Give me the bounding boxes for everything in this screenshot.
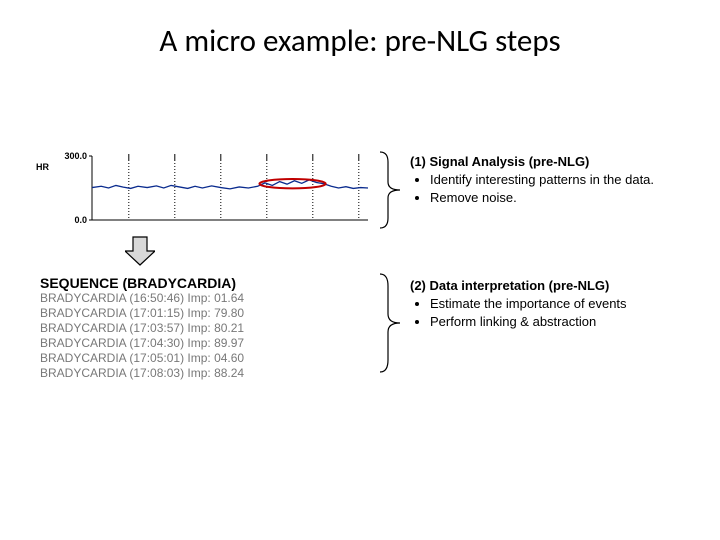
sequence-row: BRADYCARDIA (16:50:46) Imp: 01.64 [40, 291, 370, 306]
sequence-row: BRADYCARDIA (17:08:03) Imp: 88.24 [40, 366, 370, 381]
sequence-row: BRADYCARDIA (17:01:15) Imp: 79.80 [40, 306, 370, 321]
svg-text:300.0: 300.0 [64, 151, 87, 161]
sequence-row: BRADYCARDIA (17:05:01) Imp: 04.60 [40, 351, 370, 366]
list-item: Identify interesting patterns in the dat… [430, 172, 680, 188]
block-list: Estimate the importance of events Perfor… [410, 296, 680, 330]
hr-chart-svg: 300.0 0.0 [60, 150, 370, 230]
slide: A micro example: pre-NLG steps HR 300.0 0… [0, 0, 720, 540]
block-heading: (2) Data interpretation (pre-NLG) [410, 278, 609, 293]
sequence-row: BRADYCARDIA (17:04:30) Imp: 89.97 [40, 336, 370, 351]
sequence-title: SEQUENCE (BRADYCARDIA) [40, 275, 370, 291]
block-heading: (1) Signal Analysis (pre-NLG) [410, 154, 589, 169]
brace-icon [376, 272, 404, 374]
block-signal-analysis: (1) Signal Analysis (pre-NLG) Identify i… [410, 154, 680, 207]
list-item: Estimate the importance of events [430, 296, 680, 312]
svg-text:0.0: 0.0 [74, 215, 87, 225]
sequence-panel: SEQUENCE (BRADYCARDIA) BRADYCARDIA (16:5… [40, 275, 370, 381]
block-list: Identify interesting patterns in the dat… [410, 172, 680, 206]
down-arrow-icon [125, 235, 155, 267]
block-data-interpretation: (2) Data interpretation (pre-NLG) Estima… [410, 278, 680, 331]
sequence-row: BRADYCARDIA (17:03:57) Imp: 80.21 [40, 321, 370, 336]
list-item: Perform linking & abstraction [430, 314, 680, 330]
page-title: A micro example: pre-NLG steps [0, 22, 720, 60]
list-item: Remove noise. [430, 190, 680, 206]
brace-icon [376, 150, 404, 230]
chart-y-label: HR [36, 162, 49, 172]
hr-chart: HR 300.00.0 [40, 150, 370, 230]
